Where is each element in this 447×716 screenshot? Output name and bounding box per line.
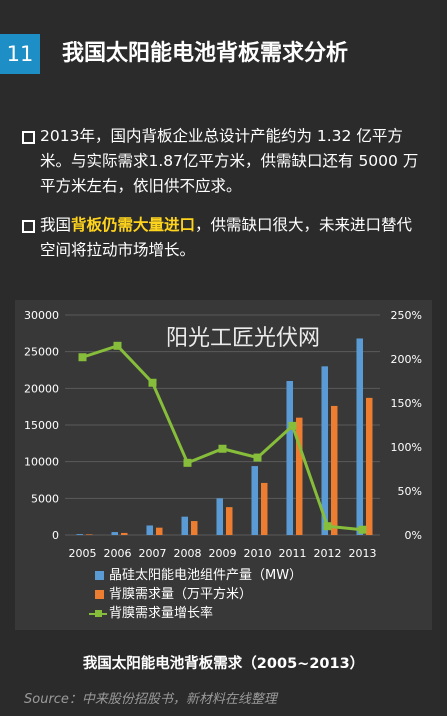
line-point <box>358 525 367 534</box>
y-left-tick-label: 30000 <box>24 309 59 322</box>
x-tick-label: 2005 <box>69 547 97 560</box>
x-tick-label: 2010 <box>244 547 272 560</box>
bullet-highlight: 背板仍需大量进口 <box>71 216 196 234</box>
x-tick-label: 2006 <box>104 547 132 560</box>
y-right-tick-label: 50% <box>398 485 422 498</box>
header: 11 我国太阳能电池背板需求分析 <box>0 34 447 74</box>
x-tick-label: 2013 <box>349 547 377 560</box>
line-point <box>148 378 157 387</box>
source-note: Source：中来股份招股书，新材料在线整理 <box>24 692 277 707</box>
chart-legend: 晶硅太阳能电池组件产量（MW） 背膜需求量（万平方米） 背膜需求量增长率 <box>89 566 302 623</box>
line-point <box>253 453 262 462</box>
bar-series-1 <box>286 381 293 535</box>
line-point <box>78 353 87 362</box>
y-left-tick-label: 25000 <box>24 346 59 359</box>
page-number-badge: 11 <box>0 34 40 74</box>
bar-series-2 <box>86 534 93 535</box>
bar-series-1 <box>181 516 188 535</box>
bullet-item: 我国背板仍需大量进口，供需缺口很大，未来进口替代空间将拉动市场增长。 <box>22 213 427 263</box>
square-bullet-icon <box>22 220 35 233</box>
bar-series-1 <box>251 466 258 535</box>
bar-series-2 <box>226 507 233 535</box>
y-right-tick-label: 0% <box>405 529 422 542</box>
x-tick-label: 2012 <box>314 547 342 560</box>
bar-series-1 <box>356 338 363 535</box>
chart: 0 5000 10000 15000 20000 25000 30000 0% 50% 100% 1… <box>24 309 422 560</box>
bullet-text-pre: 我国 <box>40 216 72 234</box>
bar-series-1 <box>216 498 223 535</box>
chart-panel: 0 5000 10000 15000 20000 25000 30000 0% 50% 100% 1… <box>15 300 432 630</box>
bar-series-2 <box>296 417 303 535</box>
bar-series-2 <box>261 482 268 535</box>
legend-label: 晶硅太阳能电池组件产量（MW） <box>109 568 303 583</box>
legend-item-series-3: 背膜需求量增长率 <box>89 604 302 623</box>
line-point <box>288 421 297 430</box>
y-left-tick-label: 10000 <box>24 456 59 469</box>
chart-caption: 我国太阳能电池背板需求（2005~2013） <box>82 656 365 672</box>
x-tick-label: 2009 <box>209 547 237 560</box>
x-tick-label: 2007 <box>139 547 167 560</box>
legend-label: 背膜需求量（万平方米） <box>109 587 253 602</box>
bullet-item: 2013年，国内背板企业总设计产能约为 1.32 亿平方米。与实际需求1.87亿… <box>22 124 427 199</box>
bullet-list: 2013年，国内背板企业总设计产能约为 1.32 亿平方米。与实际需求1.87亿… <box>22 124 427 277</box>
x-tick-label: 2011 <box>279 547 307 560</box>
bar-series-2 <box>156 527 163 535</box>
y-right-tick-label: 250% <box>391 309 422 322</box>
bullet-text: 2013年，国内背板企业总设计产能约为 1.32 亿平方米。与实际需求1.87亿… <box>40 127 419 195</box>
legend-swatch-blue <box>95 571 104 580</box>
page-title: 我国太阳能电池背板需求分析 <box>62 41 349 66</box>
bar-series-1 <box>76 534 83 535</box>
y-right-tick-label: 150% <box>391 397 422 410</box>
bar-series-1 <box>111 532 118 535</box>
legend-marker-green <box>95 610 102 617</box>
watermark-text: 阳光工匠光伏网 <box>166 326 320 351</box>
legend-item-series-2: 背膜需求量（万平方米） <box>95 585 302 604</box>
line-point <box>113 341 122 350</box>
y-right-tick-label: 100% <box>391 441 422 454</box>
y-left-tick-label: 5000 <box>31 492 59 505</box>
y-left-tick-label: 15000 <box>24 419 59 432</box>
bar-series-2 <box>366 397 373 535</box>
line-point <box>183 458 192 467</box>
square-bullet-icon <box>22 131 35 144</box>
bullet-text-post: ，供需缺口很大，未来进口替代空间将拉动市场增长。 <box>40 216 413 259</box>
line-point <box>218 444 227 453</box>
legend-swatch-orange <box>95 590 104 599</box>
bar-series-2 <box>121 532 128 535</box>
legend-item-series-1: 晶硅太阳能电池组件产量（MW） <box>95 566 302 585</box>
bar-series-2 <box>191 521 198 535</box>
bar-series-2 <box>331 405 338 535</box>
bar-series-1 <box>321 366 328 535</box>
y-left-tick-label: 20000 <box>24 382 59 395</box>
x-tick-label: 2008 <box>174 547 202 560</box>
line-point <box>323 522 332 531</box>
legend-label: 背膜需求量增长率 <box>109 606 214 621</box>
y-left-tick-label: 0 <box>52 529 59 542</box>
bar-series-1 <box>146 525 153 535</box>
y-right-tick-label: 200% <box>391 353 422 366</box>
